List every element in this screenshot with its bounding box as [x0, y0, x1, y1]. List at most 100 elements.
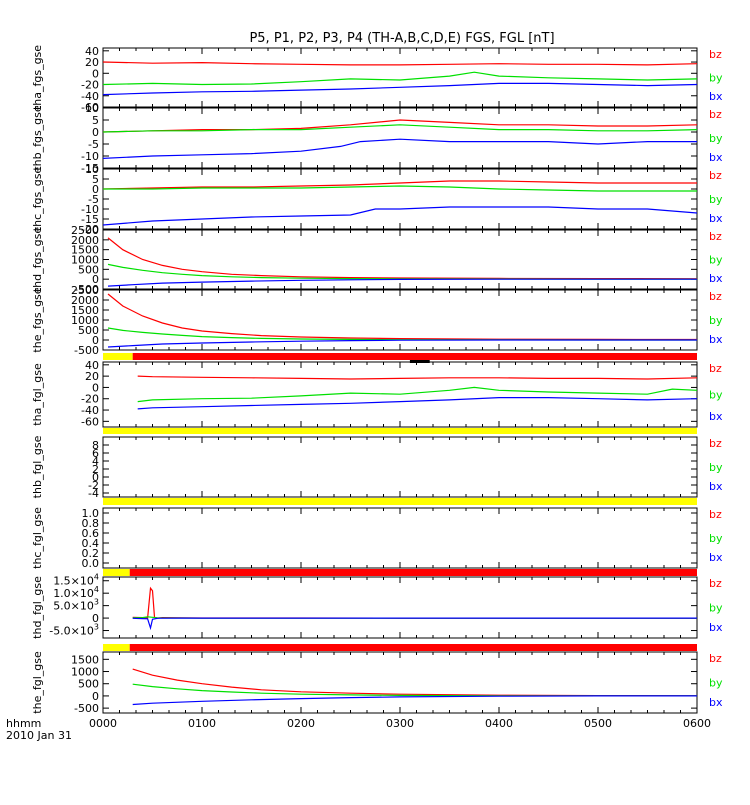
y-tick-label: 2500: [71, 224, 99, 237]
y-tick-label: -10: [81, 203, 99, 216]
series-by-line: [137, 386, 697, 403]
legend-bx: bx: [709, 696, 723, 709]
series-bz-line: [107, 237, 697, 280]
y-tick-label: 0: [92, 471, 99, 484]
legend-by: by: [709, 314, 723, 327]
status-bar-marker: [409, 360, 430, 363]
y-tick-label: 2000: [71, 294, 99, 307]
y-axis-label: tha_fgs_gse: [31, 45, 44, 110]
y-tick-label: 500: [78, 678, 99, 691]
status-bar-segment: [129, 569, 698, 576]
y-tick-label: 0: [92, 67, 99, 80]
panel-frame: [102, 576, 698, 639]
y-tick-label: 1.0: [82, 507, 100, 520]
y-tick-label: 0: [92, 334, 99, 347]
y-tick-label: -500: [74, 702, 99, 715]
x-label-date: 2010 Jan 31: [6, 729, 72, 742]
y-tick-label: -5: [88, 138, 99, 151]
legend-bx: bx: [709, 151, 723, 164]
y-tick-label: 6: [92, 447, 99, 460]
y-axis-label: thd_fgl_gse: [31, 576, 44, 639]
series-by-line: [103, 124, 697, 133]
y-axis-label: thc_fgs_gse: [31, 167, 44, 232]
y-tick-label: -5: [88, 193, 99, 206]
legend-by: by: [709, 254, 723, 267]
y-axis-label: thb_fgl_gse: [31, 435, 44, 498]
legend-bz: bz: [709, 290, 722, 303]
y-tick-label: -60: [81, 101, 99, 114]
series-bz-line: [107, 293, 697, 341]
panel-frame: [102, 507, 698, 569]
series-bx-line: [103, 206, 697, 226]
y-tick-label: 10: [85, 102, 99, 115]
y-tick-label: -20: [81, 223, 99, 236]
series-bz-line: [103, 119, 697, 133]
series-bz-line: [137, 375, 697, 380]
legend-by: by: [709, 677, 723, 690]
y-tick-label: 5: [92, 114, 99, 127]
legend-bz: bz: [709, 652, 722, 665]
y-tick-label: 5.0×103: [53, 598, 99, 613]
legend-bz: bz: [709, 508, 722, 521]
y-tick-label: 0.8: [82, 517, 100, 530]
y-tick-label: 1000: [71, 666, 99, 679]
y-tick-label: -10: [81, 150, 99, 163]
y-tick-label: 20: [85, 56, 99, 69]
y-tick-label: 40: [85, 45, 99, 58]
x-tick-label: 0400: [485, 717, 513, 730]
y-tick-label: -500: [74, 344, 99, 357]
legend-by: by: [709, 193, 723, 206]
legend-bx: bx: [709, 272, 723, 285]
y-axis-label: thd_fgs_gse: [31, 227, 44, 293]
y-tick-label: 1000: [71, 254, 99, 267]
y-tick-label: 1.5×104: [53, 573, 99, 588]
y-tick-label: -2: [88, 479, 99, 492]
x-tick-label: 0000: [89, 717, 117, 730]
y-tick-label: 0: [92, 612, 99, 625]
series-by-line: [107, 263, 697, 280]
y-axis-label: tha_fgl_gse: [31, 363, 44, 426]
series-bx-line: [103, 138, 697, 159]
y-tick-label: 500: [78, 324, 99, 337]
series-by-line: [103, 71, 697, 86]
series-bz-line: [132, 586, 697, 619]
x-axis: 0000 0100 0200 0300 0400 0500 0600: [89, 717, 711, 730]
x-tick-label: 0600: [683, 717, 711, 730]
y-tick-label: -40: [81, 90, 99, 103]
y-tick-label: 0: [92, 690, 99, 703]
x-tick-label: 0200: [287, 717, 315, 730]
y-tick-label: 0: [92, 126, 99, 139]
panel-frame: [102, 107, 698, 169]
y-tick-label: 0.0: [82, 557, 100, 570]
legend-bx: bx: [709, 480, 723, 493]
panel-frame: [102, 289, 698, 351]
legend-bz: bz: [709, 108, 722, 121]
series-bx-line: [132, 695, 697, 706]
legend-bx: bx: [709, 90, 723, 103]
y-tick-label: 0: [92, 381, 99, 394]
y-tick-label: 8: [92, 439, 99, 452]
y-tick-label: 0.6: [82, 527, 100, 540]
x-tick-label: 0500: [584, 717, 612, 730]
series-bx-line: [103, 82, 697, 96]
panel-frame: [102, 47, 698, 108]
status-bar-segment: [132, 353, 697, 360]
x-tick-label: 0100: [188, 717, 216, 730]
legend-bx: bx: [709, 333, 723, 346]
x-tick-label: 0300: [386, 717, 414, 730]
status-bar-segment: [103, 569, 130, 576]
panel-frame: [102, 436, 698, 498]
y-tick-label: 0: [92, 183, 99, 196]
y-tick-label: 10: [85, 163, 99, 176]
y-tick-label: 1500: [71, 653, 99, 666]
y-tick-label: -15: [81, 162, 99, 175]
series-by-line: [103, 185, 697, 192]
x-label-format: hhmm: [6, 717, 41, 730]
series-bz-line: [103, 180, 697, 190]
